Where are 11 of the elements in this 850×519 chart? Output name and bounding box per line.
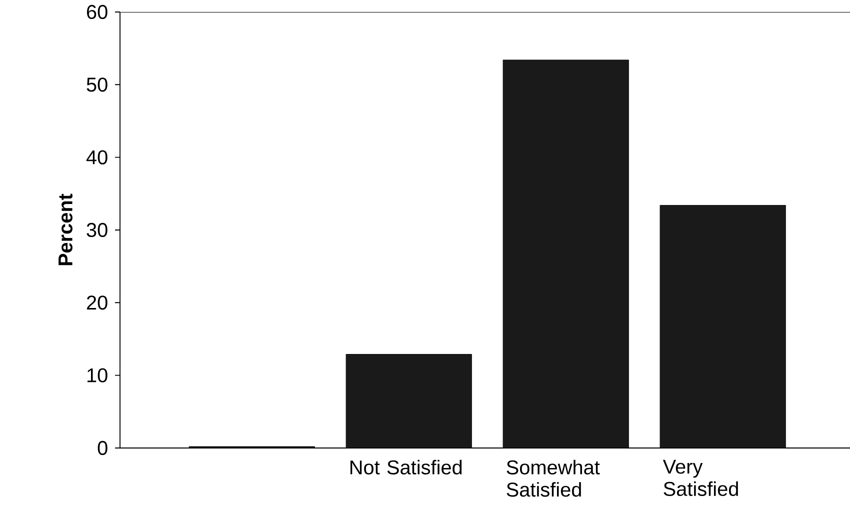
y-tick-label: 30 xyxy=(86,222,108,238)
y-tick-label: 10 xyxy=(88,368,108,382)
x-tick-label: Not Satisfied xyxy=(350,460,462,474)
x-tick-label: Somewhat Satisfied xyxy=(506,460,600,497)
y-tick-label: 60 xyxy=(86,4,108,20)
y-tick-label: 50 xyxy=(86,78,108,92)
y-tick-label: 0 xyxy=(98,440,108,456)
y-tick-label: 20 xyxy=(86,296,108,310)
x-tick-label: Very Satisfied xyxy=(662,460,738,496)
y-tick-label: 40 xyxy=(86,150,108,164)
y-axis-title: Percent xyxy=(58,194,72,266)
